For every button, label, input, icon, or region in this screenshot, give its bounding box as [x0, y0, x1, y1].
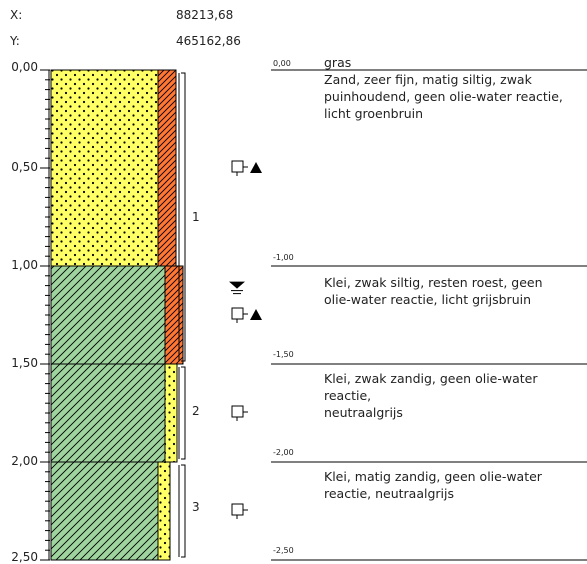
x-label: X: — [10, 8, 23, 22]
sample-label-1: 1 — [192, 210, 200, 224]
description-lines — [271, 69, 587, 561]
sample-box-icon — [231, 160, 244, 173]
level-label-150: -1,50 — [273, 350, 294, 359]
layer-4-main — [50, 461, 159, 561]
layer-1-side — [157, 69, 177, 267]
description-layer-2: Klei, zwak siltig, resten roest, geen ol… — [324, 275, 543, 307]
layer-1-main — [50, 69, 159, 267]
depth-axis — [40, 69, 50, 561]
level-label-200: -2,00 — [273, 448, 294, 457]
sample-bracket-2 — [181, 366, 186, 460]
x-coordinate: 88213,68 — [176, 8, 234, 22]
level-label-250: -2,50 — [273, 546, 294, 555]
y-label: Y: — [10, 34, 20, 48]
sample-box-icon — [231, 503, 244, 516]
layer-2-side — [164, 265, 184, 365]
sample-box-icon — [231, 307, 244, 320]
depth-label-150: 1,50 — [11, 356, 38, 370]
sample-bracket-1 — [181, 72, 186, 362]
sample-box-icon — [231, 405, 244, 418]
depth-label-0: 0,00 — [11, 60, 38, 74]
y-coordinate: 465162,86 — [176, 34, 241, 48]
triangle-icon — [250, 309, 262, 320]
depth-label-250: 2,50 — [11, 550, 38, 564]
sample-label-2: 2 — [192, 404, 200, 418]
sample-markers — [229, 160, 262, 519]
layer-2-main — [50, 265, 166, 365]
depth-label-200: 2,00 — [11, 454, 38, 468]
level-label-0: 0,00 — [273, 59, 291, 68]
depth-label-100: 1,00 — [11, 258, 38, 272]
layer-4-side — [157, 461, 171, 561]
sample-label-3: 3 — [192, 500, 200, 514]
level-label-100: -1,00 — [273, 253, 294, 262]
groundwater-icon — [229, 281, 245, 289]
layer-3-main — [50, 363, 166, 463]
soil-layers — [50, 69, 184, 561]
depth-label-050: 0,50 — [11, 160, 38, 174]
description-layer-3: Klei, zwak zandig, geen olie-water react… — [324, 371, 538, 420]
sample-bracket-3 — [181, 464, 186, 558]
description-layer-4: Klei, matig zandig, geen olie-water reac… — [324, 469, 542, 501]
layer-3-side — [164, 363, 178, 463]
sample-brackets — [178, 72, 186, 558]
triangle-icon — [250, 162, 262, 173]
description-layer-1: gras Zand, zeer fijn, matig siltig, zwak… — [324, 55, 563, 121]
